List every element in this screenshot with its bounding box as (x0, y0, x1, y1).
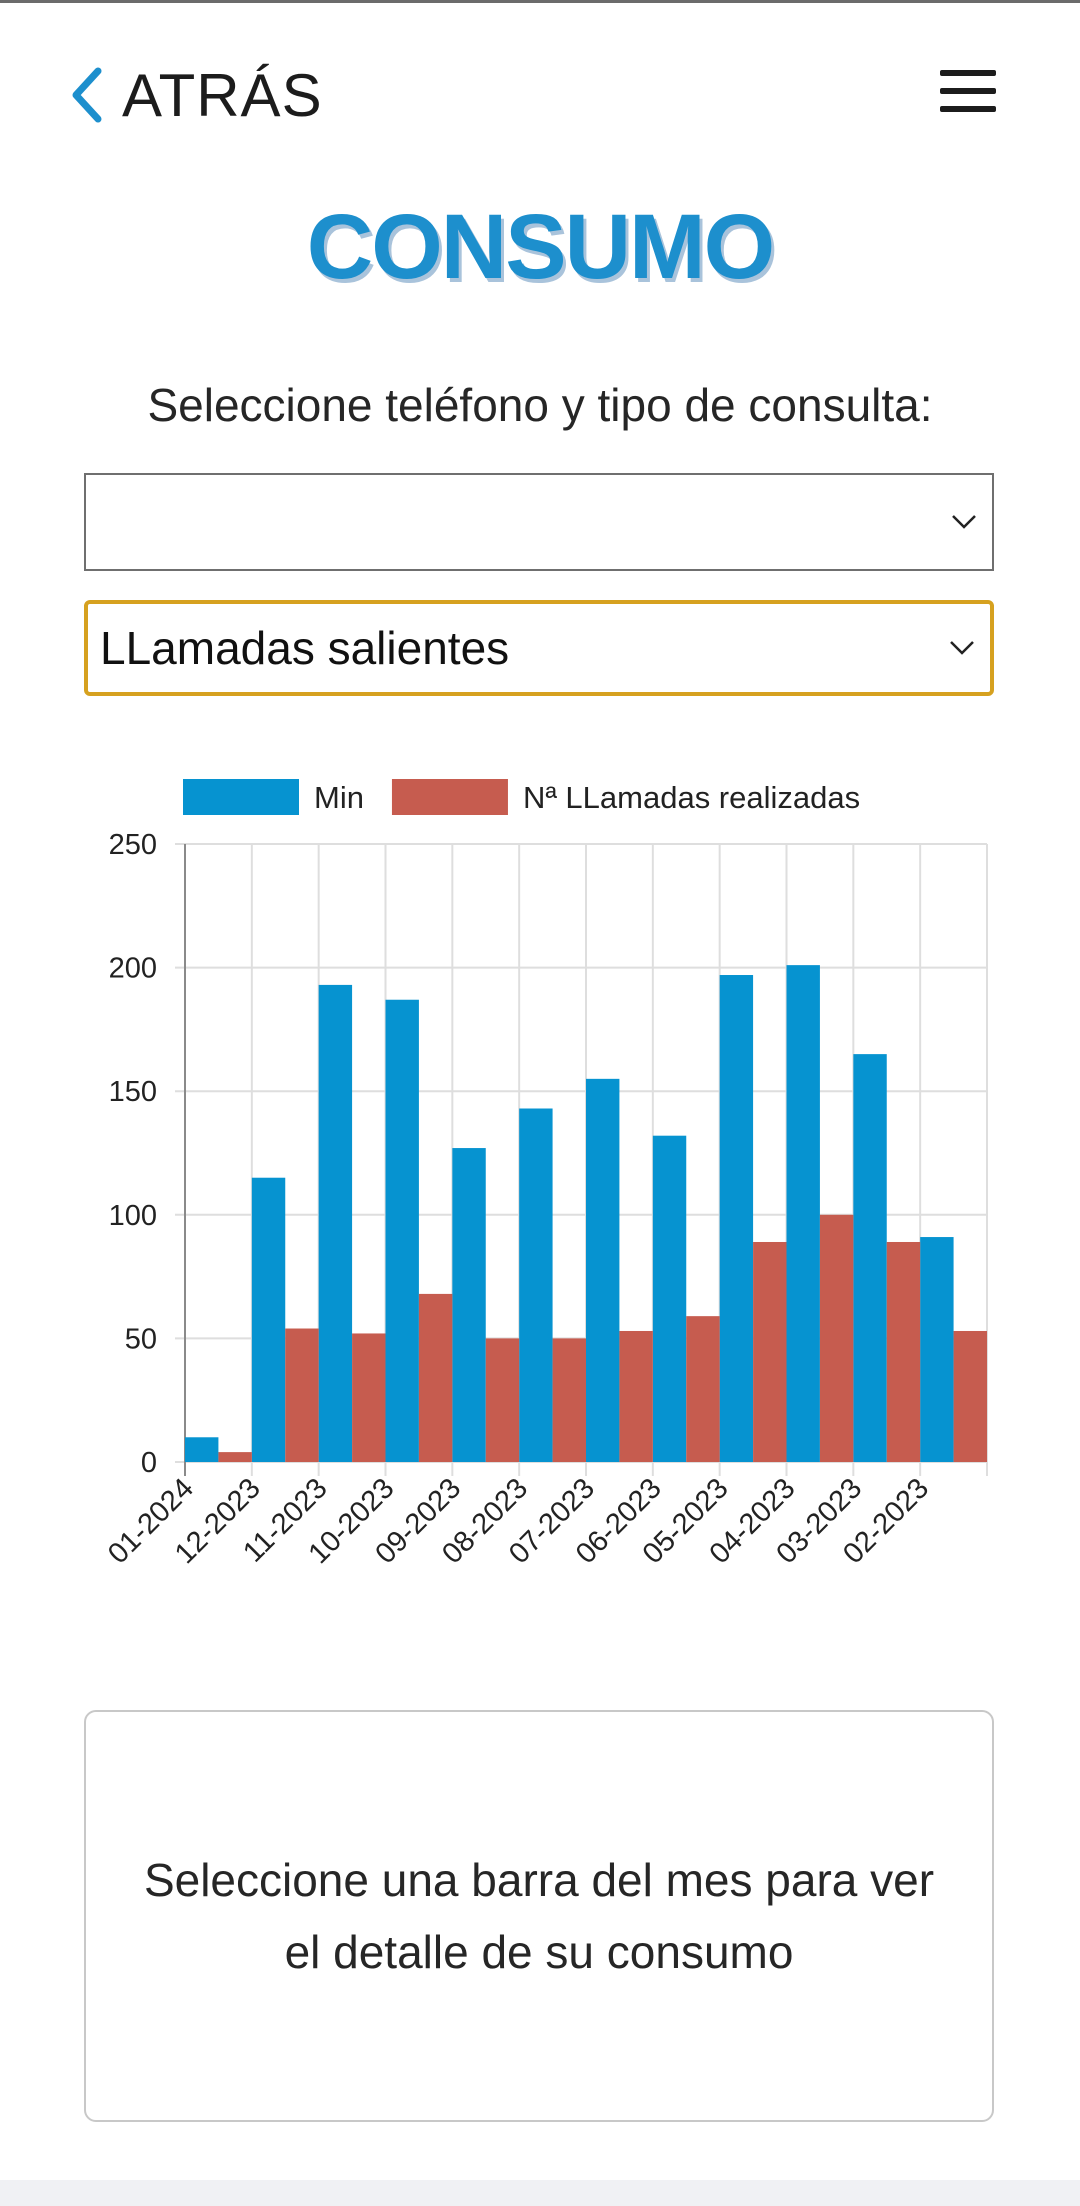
bar-min[interactable] (719, 975, 754, 1462)
bar-calls[interactable] (485, 1338, 520, 1462)
bar-min[interactable] (385, 999, 419, 1462)
y-tick-label: 200 (109, 953, 157, 985)
bar-min[interactable] (318, 984, 353, 1462)
bar-calls[interactable] (352, 1333, 386, 1462)
y-tick-label: 100 (109, 1200, 157, 1232)
page-title: CONSUMO (306, 196, 775, 298)
bar-min[interactable] (586, 1078, 620, 1462)
bar-calls[interactable] (418, 1293, 453, 1462)
bar-min[interactable] (786, 965, 820, 1462)
phone-select[interactable] (84, 473, 994, 571)
status-divider (0, 0, 1080, 3)
bar-calls[interactable] (819, 1214, 854, 1462)
chevron-left-icon (72, 67, 102, 123)
bar-min[interactable] (452, 1148, 486, 1462)
bar-min[interactable] (920, 1237, 954, 1462)
legend-swatch-min[interactable] (183, 779, 299, 815)
bar-calls[interactable] (619, 1330, 653, 1462)
selection-prompt: Seleccione teléfono y tipo de consulta: (147, 379, 933, 431)
detail-message: Seleccione una barra del mes para ver el… (143, 1854, 935, 1978)
y-tick-label: 0 (141, 1447, 157, 1479)
bar-calls[interactable] (753, 1241, 787, 1462)
bar-min[interactable] (519, 1108, 553, 1462)
bar-calls[interactable] (218, 1452, 252, 1462)
bar-min[interactable] (251, 1177, 286, 1462)
chevron-down-icon (952, 515, 976, 529)
bar-calls[interactable] (953, 1330, 987, 1462)
y-tick-label: 250 (109, 829, 157, 861)
consumption-bar-chart[interactable]: 05010015020025001-202412-202311-202310-2… (0, 740, 1080, 1620)
legend-swatch-calls[interactable] (391, 779, 508, 815)
chevron-down-icon (950, 641, 974, 655)
y-tick-label: 50 (125, 1323, 157, 1355)
bar-calls[interactable] (686, 1316, 720, 1462)
bar-min[interactable] (185, 1437, 219, 1462)
bottom-bar (0, 2180, 1080, 2206)
bar-min[interactable] (652, 1135, 687, 1462)
query-type-select[interactable]: LLamadas salientes (84, 600, 994, 696)
detail-panel: Seleccione una barra del mes para ver el… (84, 1710, 994, 2122)
query-type-select-value: LLamadas salientes (100, 622, 510, 674)
y-tick-label: 150 (109, 1076, 157, 1108)
back-button[interactable]: ATRÁS (70, 55, 323, 135)
bar-calls[interactable] (285, 1328, 319, 1462)
legend-label-min: Min (314, 780, 364, 815)
bar-calls[interactable] (886, 1241, 921, 1462)
hamburger-menu-icon[interactable] (940, 70, 996, 114)
legend-label-calls: Nª LLamadas realizadas (523, 780, 860, 815)
bar-calls[interactable] (552, 1338, 586, 1462)
back-label: ATRÁS (122, 61, 323, 129)
bar-min[interactable] (853, 1054, 887, 1462)
